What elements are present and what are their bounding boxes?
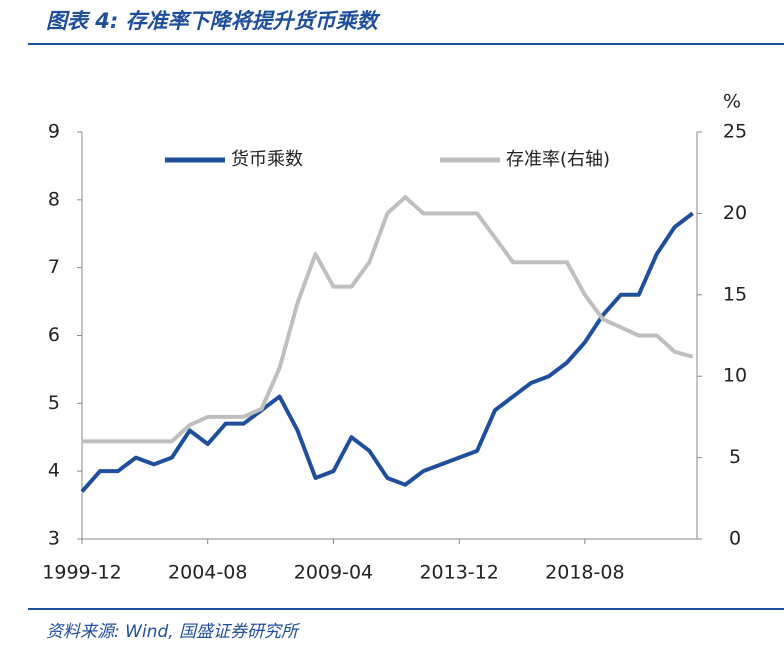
y-tick-label: 3: [48, 528, 60, 550]
y2-tick-label: 0: [729, 528, 741, 550]
y2-tick-label: 10: [723, 365, 747, 387]
legend-label: 存准率(右轴): [506, 149, 610, 170]
source: 资料来源: Wind, 国盛证券研究所: [46, 622, 301, 642]
y-tick-label: 6: [48, 324, 60, 346]
x-tick-label: 2009-04: [294, 562, 373, 584]
y2-unit: %: [723, 91, 741, 113]
y-tick-label: 7: [48, 256, 60, 278]
y-tick-label: 9: [48, 121, 60, 143]
y-tick-label: 4: [48, 460, 60, 482]
y-tick-label: 8: [48, 188, 60, 210]
y2-tick-label: 15: [723, 283, 747, 305]
legend-label: 货币乘数: [231, 149, 303, 170]
x-tick-label: 1999-12: [42, 562, 121, 584]
series-line: [82, 195, 694, 444]
x-tick-label: 2018-08: [545, 562, 624, 584]
series-line: [80, 211, 694, 493]
y-tick-label: 5: [48, 392, 60, 414]
x-tick-label: 2004-08: [168, 562, 247, 584]
x-tick-label: 2013-12: [419, 562, 498, 584]
y2-tick-label: 5: [729, 446, 741, 468]
chart-title: 图表 4: 存准率下降将提升货币乘数: [46, 9, 381, 33]
y2-tick-label: 20: [723, 202, 747, 224]
y2-tick-label: 25: [723, 121, 747, 143]
